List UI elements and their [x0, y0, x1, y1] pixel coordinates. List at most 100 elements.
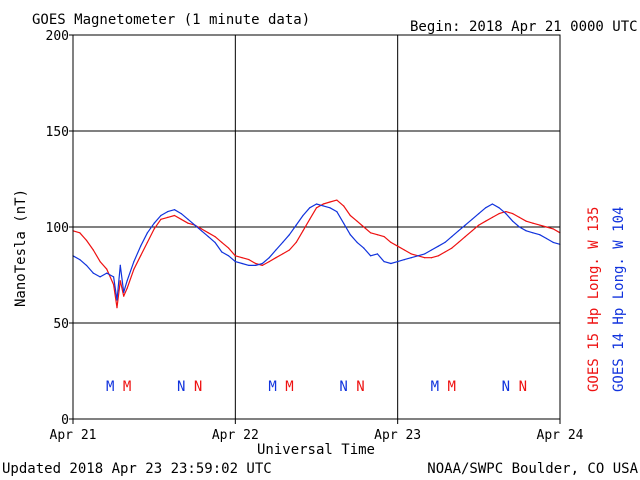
goes15-point: [302, 230, 304, 232]
goes15-point: [336, 199, 338, 201]
goes14-point: [376, 253, 378, 255]
goes15-point: [464, 236, 466, 238]
goes15-point: [282, 253, 284, 255]
y-tick-label-100: 100: [46, 221, 69, 236]
x-tick-label-24: Apr 22: [212, 428, 259, 443]
goes15-point: [383, 236, 385, 238]
goes15-point: [403, 249, 405, 251]
goes15-point: [248, 259, 250, 261]
goes14-point: [106, 272, 108, 274]
goes15-point: [113, 284, 115, 286]
goes15-point: [539, 224, 541, 226]
goes15-point: [255, 262, 257, 265]
goes14-point: [140, 245, 142, 247]
goes15-point: [123, 295, 125, 297]
midnight-marker-blue: M: [268, 379, 276, 395]
goes14-point: [464, 224, 466, 226]
goes14-point: [349, 234, 351, 236]
goes14-point: [85, 264, 88, 266]
x-tick-label-0: Apr 21: [50, 428, 97, 443]
goes14-point: [133, 261, 135, 263]
goes15-point: [478, 224, 480, 226]
goes15-point: [173, 214, 176, 217]
goes15-point: [349, 214, 351, 217]
goes15-point: [167, 216, 169, 218]
noon-marker-blue: N: [502, 379, 510, 395]
goes15-point: [106, 268, 108, 270]
goes14-point: [194, 224, 196, 226]
goes15-point: [552, 228, 554, 230]
source-credit: NOAA/SWPC Boulder, CO USA: [427, 461, 638, 477]
goes14-point: [146, 232, 148, 234]
goes14-point: [410, 257, 412, 259]
goes14-point: [397, 261, 399, 263]
goes14-point: [512, 220, 514, 222]
goes14-point: [228, 255, 230, 257]
x-axis-label: Universal Time: [257, 442, 375, 458]
goes14-point: [255, 264, 257, 266]
goes14-point: [424, 253, 426, 255]
goes14-point: [383, 261, 385, 263]
goes14-point: [99, 276, 101, 278]
goes14-point: [322, 205, 324, 207]
goes14-point: [552, 241, 554, 243]
goes15-point: [532, 222, 534, 224]
goes15-point: [505, 211, 507, 213]
goes14-point: [485, 207, 487, 209]
goes15-point: [133, 268, 135, 270]
goes14-point: [370, 255, 372, 257]
goes15-point: [322, 203, 324, 205]
goes14-point: [390, 262, 392, 265]
goes14-point: [116, 299, 118, 301]
goes14-point: [539, 234, 541, 236]
goes15-point: [85, 239, 88, 241]
midnight-marker-blue: M: [431, 379, 439, 395]
goes14-point: [180, 213, 182, 215]
goes15-point: [119, 280, 121, 282]
goes15-point: [424, 257, 426, 259]
goes15-point: [79, 232, 81, 234]
goes15-point: [390, 241, 392, 243]
midnight-marker-red: M: [123, 379, 131, 395]
grid-lines: [73, 35, 560, 419]
goes14-point: [160, 214, 162, 217]
goes14-point: [309, 207, 311, 209]
goes15-point: [187, 222, 189, 224]
goes15-point: [268, 261, 270, 263]
goes15-point: [261, 264, 263, 266]
goes14-point: [343, 222, 345, 224]
goes14-point: [79, 259, 81, 261]
goes15-point: [116, 307, 118, 309]
series-layer: [72, 199, 561, 309]
goes15-point: [444, 251, 446, 253]
goes15-point: [99, 261, 101, 263]
goes14-point: [545, 237, 548, 240]
goes15-point: [234, 255, 236, 257]
legend-goes14: GOES 14 Hp Long. W 104: [611, 207, 627, 392]
goes14-point: [471, 218, 473, 220]
goes15-point: [491, 216, 493, 218]
goes15-point: [525, 220, 527, 222]
goes14-point: [153, 222, 155, 224]
midnight-marker-red: M: [448, 379, 456, 395]
y-tick-label-200: 200: [46, 29, 69, 44]
goes14-point: [167, 211, 169, 213]
goes15-point: [295, 241, 297, 243]
goes15-point: [410, 253, 412, 255]
goes15-point: [126, 287, 128, 289]
chart-title: GOES Magnetometer (1 minute data): [32, 12, 310, 28]
goes14-point: [525, 230, 527, 232]
goes15-point: [207, 232, 209, 234]
goes15-point: [146, 241, 148, 243]
goes14-point: [234, 261, 236, 263]
goes14-point: [403, 259, 405, 261]
goes14-point: [126, 280, 128, 282]
goes14-point: [532, 232, 534, 234]
y-axis-label: NanoTesla (nT): [13, 189, 29, 307]
goes14-point: [214, 241, 216, 243]
legend-goes15: GOES 15 Hp Long. W 135: [586, 207, 602, 392]
goes14-point: [113, 276, 115, 278]
goes15-point: [200, 228, 203, 230]
goes14-point: [173, 209, 176, 211]
